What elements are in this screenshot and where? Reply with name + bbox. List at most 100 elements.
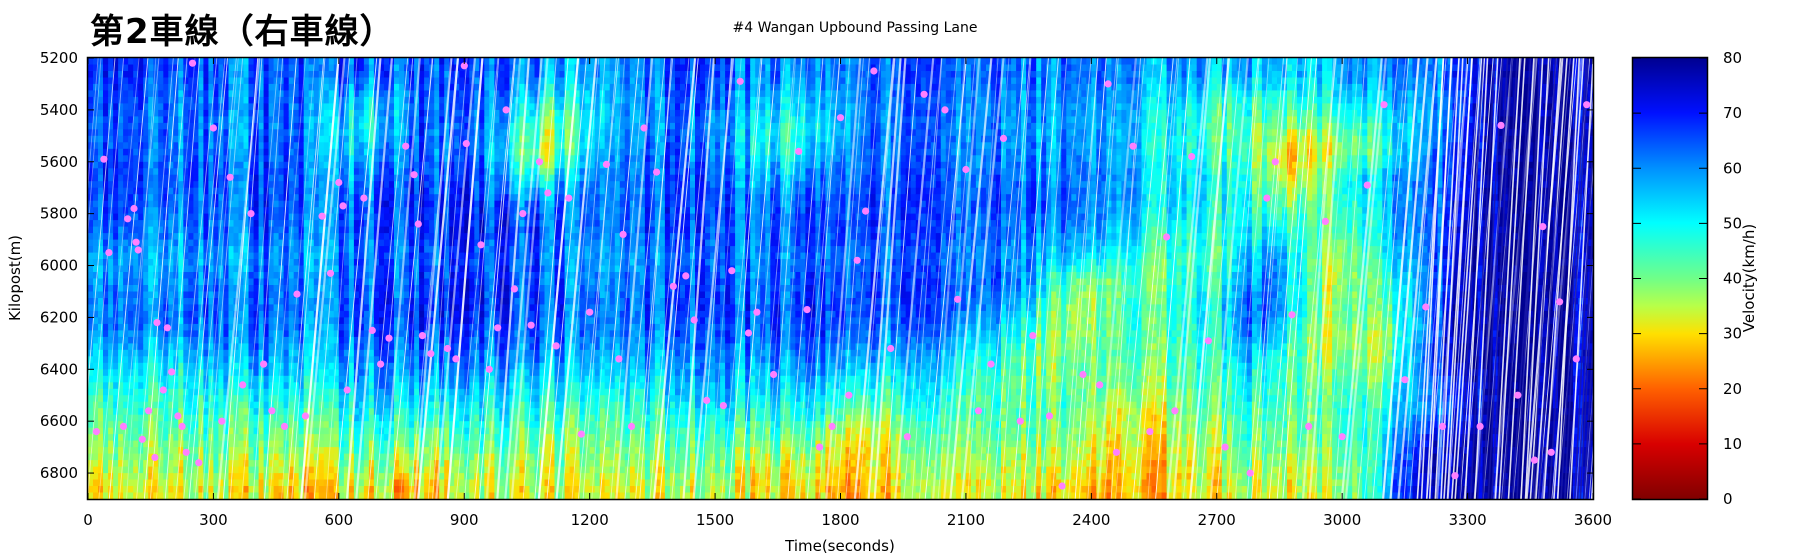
heatmap-cell	[98, 122, 104, 130]
heatmap-cell	[389, 310, 395, 318]
heatmap-cell	[373, 148, 380, 156]
heatmap-cell	[353, 434, 360, 442]
heatmap-cell	[368, 349, 375, 357]
heatmap-cell	[128, 64, 134, 72]
heatmap-cell	[88, 103, 94, 111]
heatmap-cell	[143, 187, 149, 195]
heatmap-cell	[93, 194, 99, 202]
heatmap-cell	[449, 479, 455, 487]
heatmap-cell	[93, 310, 99, 318]
heatmap-cell	[434, 187, 440, 195]
heatmap-cell	[288, 453, 295, 461]
heatmap-cell	[439, 252, 445, 260]
heatmap-cell	[208, 71, 214, 79]
heatmap-cell	[283, 343, 290, 351]
heatmap-cell	[213, 479, 219, 487]
heatmap-cell	[238, 473, 245, 481]
heatmap-cell	[399, 233, 405, 241]
heatmap-cell	[293, 142, 300, 150]
heatmap-cell	[133, 395, 139, 403]
heatmap-cell	[419, 265, 425, 273]
heatmap-cell	[263, 401, 270, 409]
heatmap-cell	[243, 116, 250, 124]
heatmap-cell	[103, 395, 109, 403]
heatmap-cell	[439, 259, 445, 267]
heatmap-cell	[193, 122, 199, 130]
heatmap-cell	[273, 90, 280, 98]
heatmap-cell	[278, 401, 285, 409]
heatmap-cell	[404, 447, 410, 455]
heatmap-cell	[384, 382, 390, 390]
heatmap-cell	[278, 323, 285, 331]
heatmap-cell	[163, 116, 169, 124]
heatmap-cell	[98, 96, 104, 104]
heatmap-cell	[248, 298, 255, 306]
heatmap-cell	[88, 375, 94, 383]
heatmap-cell	[293, 200, 300, 208]
heatmap-cell	[208, 226, 214, 234]
heatmap-cell	[93, 239, 99, 247]
heatmap-cell	[318, 116, 325, 124]
heatmap-cell	[333, 233, 340, 241]
heatmap-cell	[328, 440, 335, 448]
heatmap-cell	[278, 382, 285, 390]
heatmap-cell	[373, 304, 380, 312]
heatmap-cell	[283, 304, 290, 312]
heatmap-cell	[399, 492, 405, 499]
heatmap-cell	[203, 447, 209, 455]
heatmap-cell	[153, 310, 159, 318]
heatmap-cell	[123, 336, 129, 344]
heatmap-cell	[368, 252, 375, 260]
heatmap-cell	[113, 479, 119, 487]
heatmap-cell	[138, 252, 144, 260]
heatmap-cell	[268, 486, 275, 494]
heatmap-cell	[263, 421, 270, 429]
heatmap-cell	[208, 427, 214, 435]
heatmap-cell	[358, 486, 365, 494]
heatmap-cell	[439, 71, 445, 79]
heatmap-cell	[328, 369, 335, 377]
heatmap-cell	[373, 298, 380, 306]
heatmap-cell	[358, 252, 365, 260]
heatmap-cell	[444, 453, 450, 461]
heatmap-cell	[243, 142, 250, 150]
heatmap-cell	[278, 161, 285, 169]
heatmap-cell	[273, 129, 280, 137]
heatmap-cell	[444, 226, 450, 234]
heatmap-cell	[203, 395, 209, 403]
heatmap-cell	[168, 194, 174, 202]
heatmap-cell	[173, 408, 179, 416]
heatmap-cell	[218, 395, 224, 403]
heatmap-cell	[93, 369, 99, 377]
heatmap-cell	[258, 135, 265, 143]
heatmap-cell	[363, 155, 370, 163]
heatmap-cell	[358, 466, 365, 474]
heatmap-cell	[404, 473, 410, 481]
heatmap-cell	[88, 336, 94, 344]
heatmap-cell	[343, 440, 350, 448]
heatmap-cell	[444, 83, 450, 91]
heatmap-cell	[288, 285, 295, 293]
heatmap-cell	[128, 148, 134, 156]
heatmap-cell	[404, 252, 410, 260]
heatmap-cell	[273, 349, 280, 357]
heatmap-cell	[384, 343, 390, 351]
heatmap-cell	[268, 434, 275, 442]
heatmap-cell	[103, 421, 109, 429]
heatmap-cell	[168, 492, 174, 499]
heatmap-cell	[348, 103, 355, 111]
heatmap-cell	[273, 434, 280, 442]
heatmap-cell	[353, 323, 360, 331]
heatmap-cell	[449, 388, 455, 396]
heatmap-cell	[238, 135, 245, 143]
heatmap-cell	[394, 148, 400, 156]
heatmap-cell	[173, 71, 179, 79]
heatmap-cell	[248, 304, 255, 312]
heatmap-cell	[419, 486, 425, 494]
heatmap-cell	[163, 388, 169, 396]
heatmap-cell	[404, 486, 410, 494]
heatmap-cell	[399, 96, 405, 104]
heatmap-cell	[298, 77, 305, 85]
heatmap-cell	[193, 194, 199, 202]
heatmap-cell	[108, 382, 114, 390]
